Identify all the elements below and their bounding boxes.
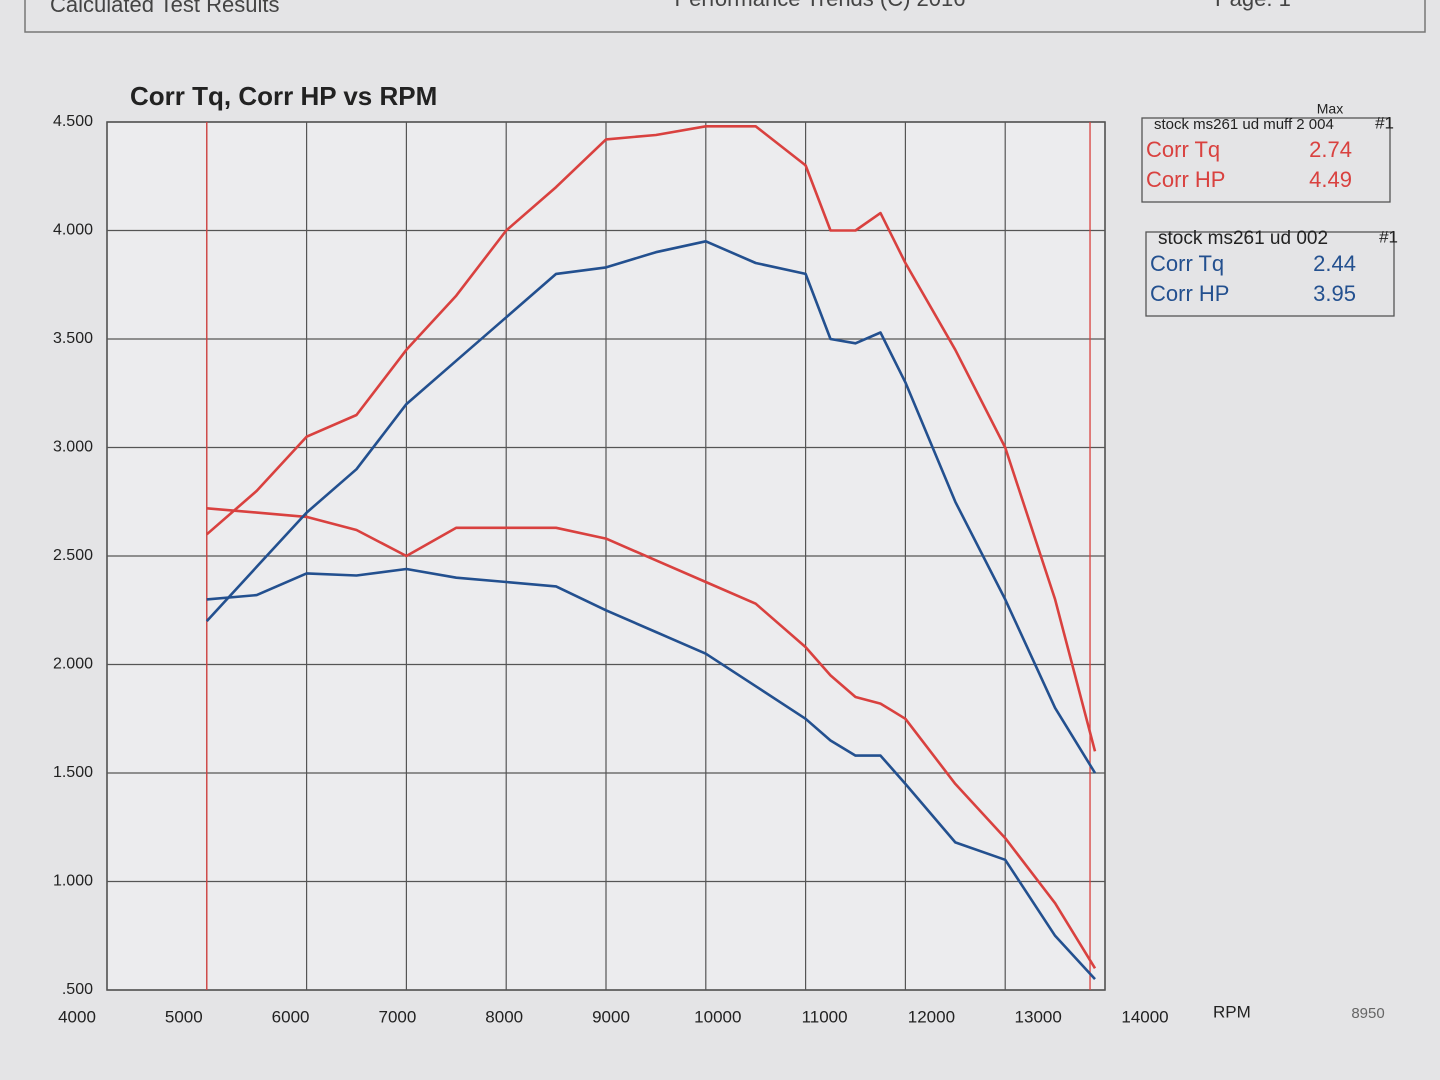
x-tick-label: 4000 bbox=[58, 1007, 96, 1026]
y-tick-label: 1.000 bbox=[53, 873, 93, 890]
x-tick-label: 13000 bbox=[1015, 1007, 1062, 1026]
header-left: Calculated Test Results bbox=[50, 0, 280, 17]
header-center: Performance Trends (C) 2016 bbox=[674, 0, 965, 11]
header-right: Page: 1 bbox=[1215, 0, 1291, 11]
legend-run-name: stock ms261 ud 002 bbox=[1158, 228, 1328, 249]
y-tick-label: .500 bbox=[62, 981, 93, 998]
data-line bbox=[205, 125, 1097, 752]
data-line bbox=[206, 567, 1096, 980]
legend-series-max: 2.74 bbox=[1309, 137, 1352, 162]
y-tick-label: 4.000 bbox=[53, 222, 93, 239]
legend-series-max: 2.44 bbox=[1313, 251, 1356, 276]
legend-series-name: Corr HP bbox=[1150, 281, 1229, 306]
y-tick-label: 4.500 bbox=[53, 113, 93, 130]
legend-series-max: 3.95 bbox=[1313, 281, 1356, 306]
legend-series-max: 4.49 bbox=[1309, 167, 1352, 192]
y-tick-label: 3.500 bbox=[53, 330, 93, 347]
x-tick-label: 7000 bbox=[378, 1007, 416, 1026]
y-tick-label: 2.500 bbox=[53, 547, 93, 564]
y-tick-label: 3.000 bbox=[53, 439, 93, 456]
legend-run-tag: #1 bbox=[1375, 113, 1394, 132]
x-tick-label: 6000 bbox=[272, 1007, 310, 1026]
data-line bbox=[205, 240, 1097, 774]
y-tick-label: 1.500 bbox=[53, 764, 93, 781]
legend-box bbox=[1145, 231, 1395, 317]
legend-series-name: Corr Tq bbox=[1146, 137, 1220, 162]
legend-series-name: Corr HP bbox=[1146, 167, 1225, 192]
x-axis-label: RPM bbox=[1213, 1002, 1251, 1021]
x-tick-label: 9000 bbox=[592, 1007, 630, 1026]
annotation: 8950 bbox=[1351, 1005, 1384, 1022]
legend-run-name: stock ms261 ud muff 2 004 bbox=[1154, 116, 1334, 133]
x-tick-label: 11000 bbox=[802, 1007, 848, 1026]
y-tick-label: 2.000 bbox=[53, 656, 93, 673]
x-tick-label: 8000 bbox=[485, 1007, 523, 1026]
x-tick-label: 5000 bbox=[165, 1007, 203, 1026]
legend-box bbox=[1141, 117, 1391, 203]
x-tick-label: 12000 bbox=[908, 1007, 955, 1026]
data-line bbox=[206, 507, 1097, 969]
x-tick-label: 10000 bbox=[694, 1007, 741, 1026]
legend-run-tag: #1 bbox=[1379, 227, 1398, 246]
chart-title: Corr Tq, Corr HP vs RPM bbox=[130, 81, 437, 111]
legend-series-name: Corr Tq bbox=[1150, 251, 1224, 276]
legend-header: Max bbox=[1317, 101, 1343, 117]
x-tick-label: 14000 bbox=[1121, 1007, 1168, 1026]
header-box bbox=[24, 0, 1426, 33]
